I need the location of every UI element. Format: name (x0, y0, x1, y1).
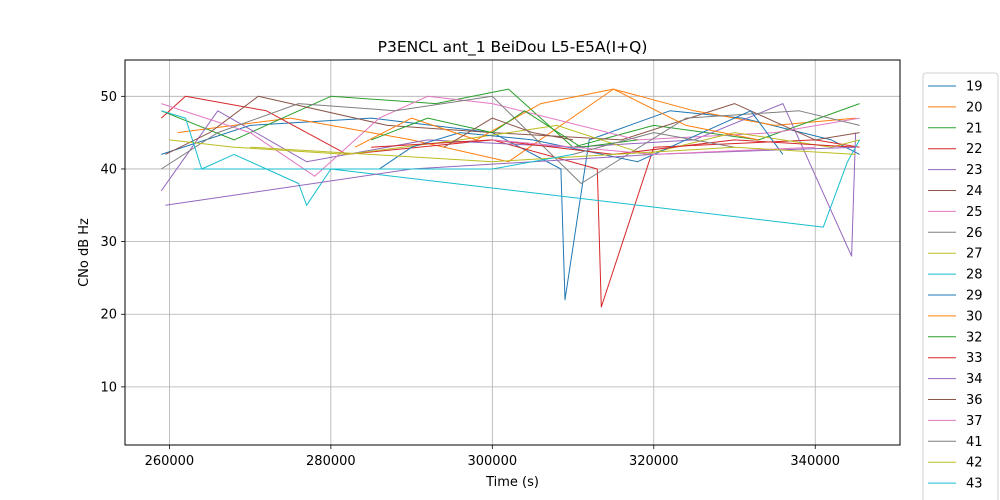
series-line-28 (161, 110, 861, 228)
x-tick-label: 260000 (145, 454, 195, 469)
legend-label: 32 (966, 330, 983, 345)
series-line-22 (160, 95, 860, 308)
grid (125, 60, 900, 445)
legend-label: 22 (966, 142, 983, 157)
plot-area-frame (124, 59, 901, 446)
x-tick-label: 300000 (467, 454, 517, 469)
legend-label: 37 (966, 414, 983, 429)
legend-label: 26 (966, 226, 983, 241)
legend-label: 43 (966, 477, 983, 492)
legend: 19 20 21 22 23 24 25 26 27 28 29 30 32 33 34 36 37 41 42 43 (922, 72, 999, 500)
y-axis-label: CNo dB Hz (77, 218, 92, 287)
legend-label: 30 (966, 309, 983, 324)
series-line-32 (371, 110, 638, 148)
legend-label: 42 (966, 456, 983, 471)
legend-label: 19 (966, 80, 983, 95)
x-tick-label: 320000 (629, 454, 679, 469)
series-lines (160, 88, 861, 308)
legend-label: 34 (966, 372, 983, 387)
x-tick-label: 340000 (790, 454, 840, 469)
series-line-29 (379, 110, 784, 170)
legend-label: 41 (966, 435, 983, 450)
series-line-30 (354, 88, 759, 148)
chart-title: P3ENCL ant_1 BeiDou L5-E5A(I+Q) (378, 38, 648, 57)
y-tick-label: 10 (100, 380, 117, 395)
series-line-27 (169, 124, 860, 155)
series-line-37 (492, 139, 816, 155)
y-tick-label: 20 (100, 308, 117, 323)
legend-label: 36 (966, 393, 983, 408)
y-tick-label: 50 (100, 90, 117, 105)
legend-box (922, 72, 999, 500)
legend-label: 24 (966, 184, 983, 199)
legend-label: 27 (966, 247, 983, 262)
legend-label: 25 (966, 205, 983, 220)
series-line-26 (161, 95, 860, 184)
legend-label: 33 (966, 351, 983, 366)
x-tick-label: 280000 (306, 454, 356, 469)
x-axis: 260000 280000 300000 320000 340000 (145, 445, 840, 469)
series-line-25 (161, 95, 860, 177)
legend-label: 21 (966, 121, 983, 136)
series-line-42 (250, 146, 856, 163)
series-line-43 (193, 153, 574, 170)
y-tick-label: 30 (100, 235, 117, 250)
y-axis: 10 20 30 40 50 (100, 90, 125, 395)
series-line-36 (443, 117, 574, 148)
legend-label: 20 (966, 100, 983, 115)
legend-label: 28 (966, 268, 983, 283)
legend-label: 23 (966, 163, 983, 178)
y-tick-label: 40 (100, 162, 117, 177)
series-line-20 (177, 88, 856, 163)
legend-label: 29 (966, 289, 983, 304)
x-axis-label: Time (s) (485, 475, 539, 490)
series-line-41 (572, 132, 735, 155)
